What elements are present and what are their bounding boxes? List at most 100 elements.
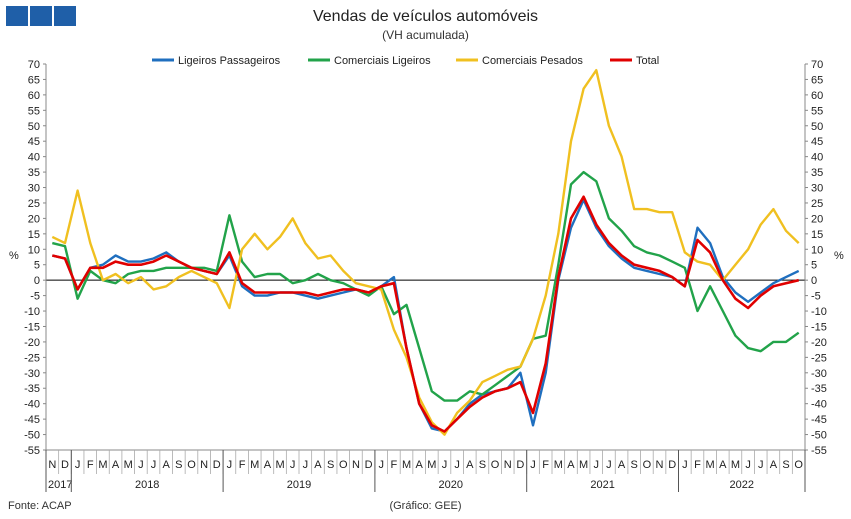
y-tick-label-left: -15 (24, 321, 40, 333)
y-tick-label-right: 40 (811, 152, 823, 164)
x-tick-label-month: J (378, 459, 384, 471)
series-line (52, 195, 799, 433)
legend-label: Comerciais Ligeiros (334, 55, 431, 67)
y-tick-label-left: 20 (28, 213, 40, 225)
y-tick-label-right: -30 (811, 368, 827, 380)
x-tick-label-month: J (138, 459, 144, 471)
x-tick-label-month: J (442, 459, 448, 471)
x-tick-label-month: D (61, 459, 69, 471)
legend-label: Total (636, 55, 659, 67)
y-tick-label-left: 60 (28, 90, 40, 102)
y-tick-label-right: 30 (811, 183, 823, 195)
series-lines (51, 68, 800, 436)
y-tick-label-left: -55 (24, 445, 40, 457)
y-tick-label-right: 55 (811, 105, 823, 117)
x-tick-label-month: M (731, 459, 740, 471)
x-tick-label-month: A (264, 459, 272, 471)
y-tick-label-right: 35 (811, 167, 823, 179)
y-tick-label-left: 70 (28, 59, 40, 71)
x-tick-label-month: M (250, 459, 259, 471)
x-tick-label-month: A (416, 459, 424, 471)
logo-square (54, 6, 76, 26)
y-tick-label-left: 25 (28, 198, 40, 210)
x-tick-label-month: O (187, 459, 196, 471)
x-tick-label-year: 2017 (48, 479, 72, 491)
y-tick-label-left: -20 (24, 337, 40, 349)
x-tick-label-year: 2022 (730, 479, 754, 491)
x-tick-label-month: F (542, 459, 549, 471)
x-tick-label-month: A (770, 459, 778, 471)
y-tick-label-left: 50 (28, 121, 40, 133)
x-tick-label-month: J (606, 459, 612, 471)
y-tick-label-right: -25 (811, 352, 827, 364)
y-tick-label-right: -55 (811, 445, 827, 457)
x-tick-label-month: J (75, 459, 81, 471)
x-tick-label-month: A (314, 459, 322, 471)
x-tick-label-month: N (504, 459, 512, 471)
x-tick-label-month: J (530, 459, 536, 471)
y-tick-label-left: -10 (24, 306, 40, 318)
y-tick-label-right: 45 (811, 136, 823, 148)
y-tick-label-right: -50 (811, 430, 827, 442)
y-tick-label-right: 5 (811, 260, 817, 272)
y-tick-label-left: -35 (24, 383, 40, 395)
y-tick-label-left: -50 (24, 430, 40, 442)
series-line (52, 198, 800, 433)
x-tick-label-month: J (227, 459, 233, 471)
y-tick-label-left: -40 (24, 399, 40, 411)
x-tick-label-month: S (782, 459, 789, 471)
y-tick-label-left: 35 (28, 167, 40, 179)
x-tick-label-month: S (175, 459, 182, 471)
chart-credit: (Gráfico: GEE) (389, 500, 462, 512)
y-tick-label-right: -15 (811, 321, 827, 333)
x-tick-label-month: J (303, 459, 309, 471)
x-tick-label-month: M (554, 459, 563, 471)
x-tick-label-month: O (643, 459, 652, 471)
x-tick-label-month: F (694, 459, 701, 471)
x-tick-label-month: J (151, 459, 157, 471)
logo (6, 6, 76, 26)
y-tick-label-right: -10 (811, 306, 827, 318)
x-tick-label-month: N (200, 459, 208, 471)
y-tick-label-left: 40 (28, 152, 40, 164)
x-tick-label-month: D (365, 459, 373, 471)
legend: Ligeiros Passageiros Comerciais Ligeiros C… (152, 55, 659, 67)
y-tick-label-right: 60 (811, 90, 823, 102)
x-tick-label-month: J (682, 459, 688, 471)
x-tick-label-month: N (48, 459, 56, 471)
x-tick-label-year: 2018 (135, 479, 159, 491)
logo-square (6, 6, 28, 26)
x-tick-label-month: O (794, 459, 803, 471)
x-tick-label-month: J (758, 459, 764, 471)
x-tick-label-month: J (454, 459, 460, 471)
y-tick-label-right: 65 (811, 74, 823, 86)
x-tick-label-month: A (112, 459, 120, 471)
x-tick-label-month: F (87, 459, 94, 471)
x-tick-label-month: M (706, 459, 715, 471)
series-line (52, 170, 800, 402)
x-tick-label-month: N (352, 459, 360, 471)
y-tick-label-right: -45 (811, 414, 827, 426)
y-tick-label-right: 70 (811, 59, 823, 71)
x-tick-label-month: D (668, 459, 676, 471)
y-tick-label-left: 30 (28, 183, 40, 195)
x-tick-label-month: S (327, 459, 334, 471)
y-tick-label-left: 15 (28, 229, 40, 241)
y-tick-label-left: -30 (24, 368, 40, 380)
y-tick-label-right: 25 (811, 198, 823, 210)
x-tick-label-month: M (124, 459, 133, 471)
x-tick-label-month: S (631, 459, 638, 471)
y-tick-label-right: -35 (811, 383, 827, 395)
x-tick-label-month: F (391, 459, 398, 471)
y-tick-label-right: 10 (811, 244, 823, 256)
x-tick-label-month: A (567, 459, 575, 471)
y-tick-label-right: 20 (811, 213, 823, 225)
y-tick-label-left: 45 (28, 136, 40, 148)
x-tick-label-month: A (719, 459, 727, 471)
y-axis-unit-right: % (834, 250, 844, 262)
y-tick-label-left: -25 (24, 352, 40, 364)
x-tick-label-month: N (656, 459, 664, 471)
x-tick-label-month: O (339, 459, 348, 471)
x-tick-label-month: J (594, 459, 600, 471)
